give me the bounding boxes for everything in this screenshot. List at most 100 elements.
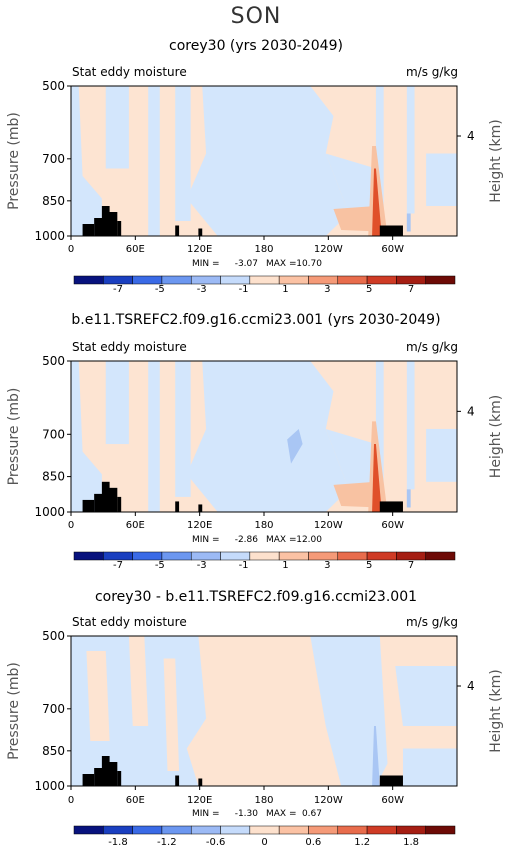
terrain-mask: [105, 762, 118, 786]
colorbar-label: 7: [408, 560, 414, 571]
x-tick-label: 60E: [126, 520, 145, 531]
x-tick-label: 60W: [381, 520, 404, 531]
field-label: Stat eddy moisture: [72, 615, 187, 629]
x-tick-label: 180: [254, 795, 273, 806]
colorbar-swatch: [190, 275, 221, 285]
colorbar-swatch: [103, 275, 133, 285]
positive-region: [333, 481, 380, 508]
negative-region: [175, 361, 191, 497]
colorbar-swatch: [73, 551, 104, 561]
negative-region: [287, 428, 303, 464]
colorbar-swatch: [73, 275, 104, 285]
terrain-mask: [198, 778, 203, 786]
colorbar-swatch: [366, 825, 397, 835]
x-tick-label: 120E: [187, 520, 212, 531]
colorbar-label: 1.2: [354, 837, 370, 848]
terrain-mask: [175, 775, 180, 786]
colorbar-label: 7: [408, 284, 414, 295]
x-tick-label: 60E: [126, 244, 145, 255]
y-right-tick-label: 4: [467, 129, 475, 143]
colorbar-swatch: [425, 825, 456, 835]
max-label: MAX =: [266, 809, 297, 819]
panel-3: corey30 - b.e11.TSREFC2.f09.g16.ccmi23.0…: [0, 589, 512, 848]
colorbar-swatch: [249, 825, 280, 835]
colorbar-label: 5: [366, 284, 372, 295]
x-tick-label: 0: [68, 520, 74, 531]
negative-region: [426, 428, 457, 482]
colorbar-swatch: [337, 551, 368, 561]
terrain-mask: [82, 224, 95, 236]
colorbar-swatch: [308, 551, 339, 561]
negative-region: [310, 636, 388, 786]
y-right-axis-title: Height (km): [488, 669, 504, 752]
strong-positive-region: [372, 168, 382, 236]
x-tick-label: 60W: [381, 244, 404, 255]
colorbar-label: -0.6: [206, 837, 226, 848]
y-tick-label: 700: [42, 152, 65, 166]
colorbar-swatch: [103, 825, 133, 835]
colorbar-swatch: [308, 825, 339, 835]
strong-positive-region: [372, 444, 382, 512]
y-tick-label: 850: [42, 744, 65, 758]
colorbar-label: -5: [155, 284, 165, 295]
terrain-mask: [379, 225, 403, 236]
season-title: SON: [230, 4, 282, 29]
colorbar-swatch: [103, 551, 133, 561]
min-value: -1.30: [235, 809, 259, 819]
terrain-mask: [175, 225, 180, 236]
y-tick-label: 850: [42, 470, 65, 484]
colorbar-swatch: [220, 551, 251, 561]
x-tick-label: 120E: [187, 244, 212, 255]
min-value: -3.07: [235, 259, 258, 269]
negative-region: [325, 153, 376, 214]
terrain-mask: [117, 221, 122, 236]
terrain-mask: [198, 228, 203, 236]
negative-region: [105, 361, 129, 445]
positive-region: [333, 206, 380, 232]
colorbar-swatch: [308, 275, 339, 285]
negative-region: [372, 726, 380, 786]
negative-region: [175, 86, 191, 221]
y-right-axis-title: Height (km): [488, 395, 504, 478]
colorbar-swatch: [249, 275, 280, 285]
terrain-mask: [94, 768, 106, 786]
negative-region: [406, 213, 411, 232]
units-label: m/s g/kg: [406, 65, 458, 79]
x-tick-label: 120W: [314, 244, 343, 255]
negative-region: [148, 361, 160, 512]
y-tick-label: 1000: [34, 779, 65, 793]
max-value: 0.67: [302, 809, 322, 819]
colorbar-label: -5: [155, 560, 165, 571]
negative-region: [105, 86, 129, 169]
colorbar-label: -7: [113, 560, 123, 571]
x-tick-label: 180: [254, 244, 273, 255]
negative-region: [71, 86, 102, 236]
colorbar-swatch: [161, 275, 192, 285]
colorbar-swatch: [220, 275, 251, 285]
colorbar-label: -7: [113, 284, 123, 295]
colorbar-label: 1: [282, 284, 288, 295]
colorbar-swatch: [132, 275, 163, 285]
negative-region: [426, 153, 457, 206]
colorbar-swatch: [425, 551, 456, 561]
panel-title: corey30 - b.e11.TSREFC2.f09.g16.ccmi23.0…: [94, 589, 418, 605]
terrain-mask: [82, 774, 95, 786]
heatmap-chart: Stat eddy moisture m/s g/kg 500 700 850 1000 4…: [6, 340, 504, 571]
y-tick-label: 700: [42, 427, 65, 441]
terrain-mask: [82, 499, 95, 512]
colorbar-swatch: [337, 825, 368, 835]
negative-region: [186, 361, 349, 512]
y-right-axis-title: Height (km): [488, 119, 504, 202]
y-tick-label: 500: [42, 354, 65, 368]
terrain-mask: [117, 496, 122, 512]
max-value: 10.70: [296, 259, 322, 269]
x-tick-label: 120E: [187, 795, 212, 806]
colorbar-swatch: [366, 551, 397, 561]
colorbar-swatch: [220, 825, 251, 835]
y-tick-label: 1000: [34, 505, 65, 519]
colorbar-swatch: [425, 275, 456, 285]
negative-region: [406, 361, 415, 490]
colorbar-swatch: [190, 551, 221, 561]
negative-region: [71, 361, 102, 512]
colorbar-swatch: [161, 551, 192, 561]
